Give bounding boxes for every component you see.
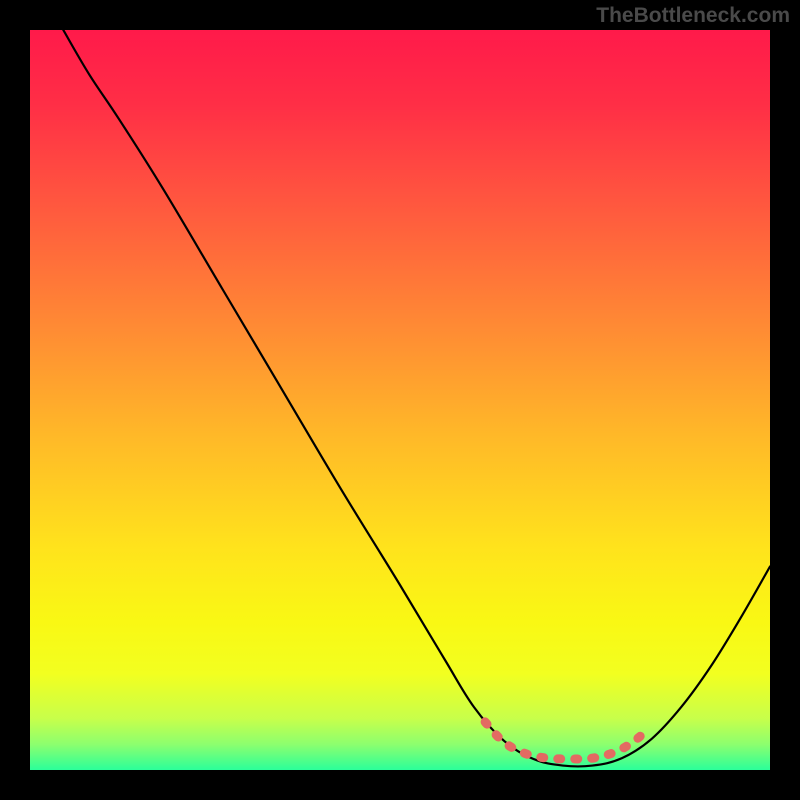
plot-area (30, 30, 770, 770)
valley-marker-dashes (485, 722, 648, 759)
watermark-text: TheBottleneck.com (596, 4, 790, 28)
bottleneck-curve (63, 30, 770, 767)
chart-curve-layer (30, 30, 770, 770)
